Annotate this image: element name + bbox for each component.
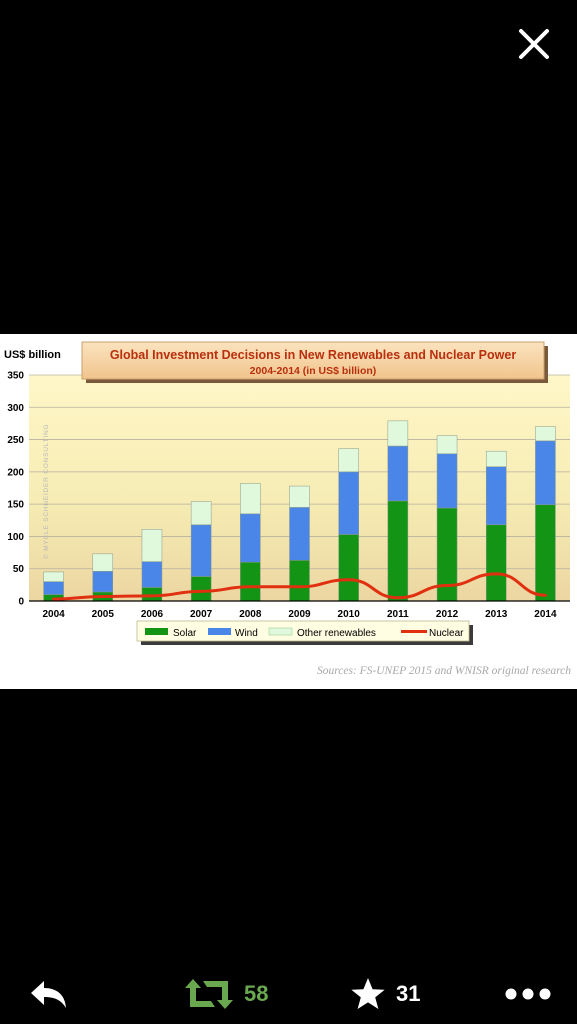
bar-wind (141, 561, 163, 588)
chart-subtitle: 2004-2014 (in US$ billion) (250, 365, 377, 377)
legend-label-nuclear: Nuclear (429, 628, 464, 639)
y-tick-label: 300 (7, 403, 24, 414)
bar-other-renewables (141, 529, 163, 562)
bar-wind (190, 524, 212, 577)
bar-solar (190, 576, 212, 602)
retweet-button[interactable]: 58 (184, 974, 268, 1014)
legend-swatch-wind (208, 628, 231, 635)
y-tick-label: 50 (13, 564, 25, 575)
y-tick-label: 250 (7, 435, 24, 446)
more-button[interactable] (505, 974, 551, 1014)
x-tick-label: 2010 (338, 609, 361, 620)
favorite-button[interactable]: 31 (350, 974, 420, 1014)
y-tick-label: 350 (7, 371, 24, 382)
x-tick-label: 2005 (92, 609, 115, 620)
legend-swatch-other (268, 627, 293, 636)
bar-solar (485, 524, 507, 602)
bar-other-renewables (535, 426, 556, 442)
x-tick-label: 2004 (42, 609, 65, 620)
legend: Solar Wind Other renewables Nuclear (136, 620, 473, 645)
x-tick-label: 2013 (485, 609, 508, 620)
bar-solar (240, 562, 261, 602)
bar-solar (338, 534, 359, 602)
x-tick-label: 2011 (387, 609, 409, 620)
x-tick-label: 2009 (288, 609, 311, 620)
bar-wind (240, 513, 261, 563)
line-nuclear (52, 572, 547, 601)
close-button[interactable] (514, 24, 554, 64)
bar-other-renewables (92, 553, 114, 572)
legend-swatch-solar (145, 628, 168, 635)
legend-label-solar: Solar (173, 628, 197, 639)
legend-swatch-nuclear (401, 630, 427, 633)
bar-other-renewables (43, 571, 64, 582)
y-tick-label: 150 (7, 500, 24, 511)
bar-other-renewables (240, 483, 261, 515)
bar-wind (535, 440, 556, 506)
legend-label-wind: Wind (235, 628, 258, 639)
retweet-count: 58 (244, 981, 269, 1006)
y-axis-label: US$ billion (4, 349, 61, 361)
bar-other-renewables (289, 485, 310, 508)
chart-source: Sources: FS-UNEP 2015 and WNISR original… (317, 665, 571, 677)
y-tick-label: 200 (7, 467, 24, 478)
chart: 0 50 100 150 200 250 300 350 2004 2005 2006 2007 200… (4, 341, 571, 677)
bar-wind (436, 453, 458, 509)
x-tick-label: 2006 (141, 609, 164, 620)
retweet-icon (185, 979, 233, 1009)
bar-other-renewables (387, 420, 409, 447)
bar-wind (92, 571, 114, 593)
bar-wind (43, 581, 64, 595)
reply-button[interactable] (26, 974, 70, 1014)
x-tick-label: 2007 (190, 609, 213, 620)
y-tick-label: 0 (18, 597, 24, 608)
close-icon (519, 29, 549, 59)
tweet-image[interactable]: 0 50 100 150 200 250 300 350 2004 2005 2006 2007 200… (0, 334, 577, 689)
bar-other-renewables (190, 501, 212, 526)
bar-wind (387, 445, 409, 502)
bar-solar (387, 500, 409, 602)
more-icon (505, 988, 551, 1000)
x-tick-label: 2008 (239, 609, 262, 620)
legend-label-other: Other renewables (297, 628, 376, 639)
favorite-count: 31 (396, 981, 421, 1006)
title-box (81, 341, 545, 380)
x-tick-label: 2012 (436, 609, 459, 620)
bar-solar (535, 504, 556, 602)
chart-title: Global Investment Decisions in New Renew… (110, 348, 517, 362)
bar-wind (289, 507, 310, 561)
bar-solar (289, 560, 310, 602)
x-tick-label: 2014 (534, 609, 557, 620)
bar-other-renewables (485, 450, 507, 467)
bar-wind (485, 466, 507, 526)
reply-icon (31, 981, 66, 1008)
tweet-actions-bar: 58 31 (0, 960, 577, 1024)
star-icon (351, 978, 385, 1009)
y-tick-label: 100 (7, 532, 24, 543)
bar-wind (338, 471, 359, 535)
bar-other-renewables (338, 448, 359, 473)
watermark: © MYCLE SCHNEIDER CONSULTING (42, 424, 50, 559)
bar-other-renewables (436, 435, 458, 455)
